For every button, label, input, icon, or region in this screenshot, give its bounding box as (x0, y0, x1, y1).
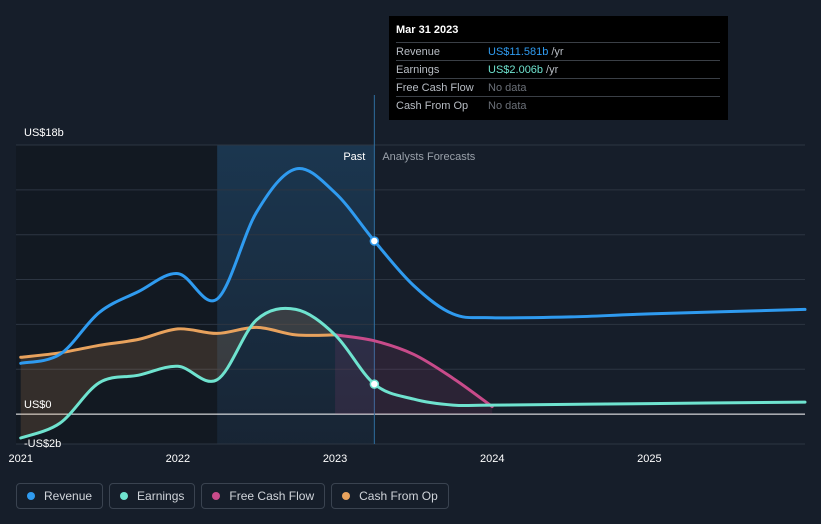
free-cash-flow-area (335, 334, 493, 415)
legend-item-earnings[interactable]: Earnings (109, 483, 196, 509)
tooltip-label: Revenue (396, 45, 441, 58)
tooltip-label: Earnings (396, 63, 440, 76)
legend: Revenue Earnings Free Cash Flow Cash Fro… (16, 483, 449, 509)
fcf-line (333, 333, 494, 409)
cfo-line (19, 325, 337, 359)
tooltip-row-cfo: Cash From Op No data (396, 96, 720, 114)
legend-item-cash-from-op[interactable]: Cash From Op (331, 483, 449, 509)
x-tick-label: 2024 (480, 453, 504, 465)
x-tick-label: 2023 (323, 453, 347, 465)
legend-item-revenue[interactable]: Revenue (16, 483, 104, 509)
tooltip-row-revenue: Revenue US$11.581b /yr (396, 42, 720, 60)
legend-label: Free Cash Flow (229, 489, 315, 503)
legend-item-free-cash-flow[interactable]: Free Cash Flow (201, 483, 326, 509)
legend-dot-icon (342, 492, 351, 500)
tooltip-unit: /yr (546, 63, 559, 76)
tooltip-row-fcf: Free Cash Flow No data (396, 78, 720, 96)
legend-label: Earnings (137, 489, 185, 503)
tooltip-panel: Mar 31 2023 Revenue US$11.581b /yr Earni… (389, 16, 728, 120)
y-axis-label: US$0 (24, 399, 52, 411)
legend-label: Cash From Op (359, 489, 438, 503)
tooltip-label: Free Cash Flow (396, 81, 474, 94)
revenue-highlight-point (369, 236, 380, 246)
tooltip-date: Mar 31 2023 (396, 24, 459, 36)
forecast-label: Analysts Forecasts (382, 151, 475, 163)
y-axis-label: -US$2b (24, 438, 61, 450)
earnings-highlight-point (369, 379, 380, 389)
tooltip-value: US$2.006b (488, 63, 544, 76)
revenue-line (19, 167, 807, 365)
legend-dot-icon (27, 492, 35, 500)
past-background (16, 145, 218, 444)
cash-from-op-area (20, 308, 336, 438)
y-axis-label: US$18b (24, 127, 64, 139)
tooltip-value: No data (488, 81, 527, 94)
tooltip-value: No data (488, 99, 527, 112)
tooltip-value: US$11.581b (488, 45, 549, 58)
x-tick-label: 2022 (166, 453, 190, 465)
earnings-line (19, 306, 807, 440)
legend-dot-icon (120, 492, 129, 500)
legend-label: Revenue (44, 489, 93, 503)
tooltip-label: Cash From Op (396, 99, 469, 112)
x-tick-label: 2021 (8, 453, 32, 465)
highlight-region (217, 145, 375, 444)
past-label: Past (343, 151, 365, 163)
tooltip-row-earnings: Earnings US$2.006b /yr (396, 60, 720, 78)
tooltip-unit: /yr (551, 45, 564, 58)
x-tick-label: 2025 (637, 453, 661, 465)
legend-dot-icon (212, 492, 221, 500)
